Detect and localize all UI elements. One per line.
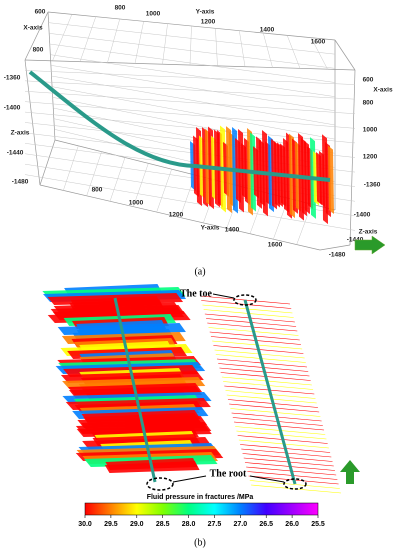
axis-label: -1360: [4, 75, 21, 82]
tick-label: 28.5: [156, 521, 170, 528]
axis-label: 1600: [268, 242, 283, 249]
toe-label: The toe: [180, 288, 213, 299]
grid-line: [52, 86, 336, 140]
grid-line: [24, 80, 356, 100]
axis-labels: 600 800 1000 Y-axis 1200 1400 1600 X-axis 800 -13…: [4, 5, 393, 259]
grid-line: [156, 169, 172, 213]
colorbar-ticks: 30.0 29.5 29.0 28.5 28.0 27.5 27.0 26.5 26.0 25.5: [78, 515, 325, 528]
axis-label: 1400: [260, 27, 275, 34]
fracture: [328, 145, 334, 214]
grid-line: [189, 25, 192, 66]
box-edge: [334, 39, 356, 71]
tick-label: 26.0: [285, 521, 299, 528]
grid-line: [48, 22, 336, 55]
axis-label: 800: [92, 187, 103, 194]
axis-label: 1000: [146, 11, 161, 18]
wellbore-right: [243, 299, 297, 485]
axis-label: 1000: [363, 127, 378, 134]
axis-label: X-axis: [373, 87, 393, 94]
wellbore-left: [113, 297, 157, 483]
arrow: [249, 475, 285, 483]
axis-label: Y-axis: [196, 9, 215, 16]
axis-label: -1360: [364, 182, 381, 189]
axis-label: -1480: [12, 179, 29, 186]
caption-b: (b): [194, 537, 206, 548]
grid-line: [49, 33, 336, 69]
grid-line: [109, 157, 126, 202]
grid-line: [86, 151, 102, 196]
axis-label: 1000: [129, 200, 144, 207]
axis-label: 600: [363, 77, 374, 84]
grid-line: [286, 35, 301, 69]
wellbore: [28, 70, 331, 182]
grid-line: [52, 14, 73, 61]
axis-label: 1200: [201, 19, 216, 26]
axis-label: 800: [363, 100, 374, 107]
root-marker: [283, 478, 307, 490]
arrow: [172, 475, 207, 483]
colorbar-title: Fluid pressure in fractures /MPa: [147, 494, 254, 501]
tick-label: 30.0: [78, 521, 92, 528]
grid-line: [50, 54, 336, 97]
axis-label: 1400: [225, 227, 240, 234]
tick-label: 27.0: [234, 521, 248, 528]
grid-line: [134, 21, 144, 64]
grid-line: [50, 65, 336, 112]
grid-line: [63, 145, 79, 191]
axis-label: Z-axis: [11, 130, 30, 137]
grid-line: [310, 37, 328, 70]
grid-line: [24, 174, 356, 231]
root-marker: [146, 477, 174, 491]
grid-line: [162, 23, 168, 65]
grid-line: [51, 75, 336, 126]
axis-label: Z-axis: [359, 229, 378, 236]
grid-line: [239, 30, 246, 67]
axis-label: X-axis: [23, 25, 43, 32]
tick-label: 25.5: [311, 521, 325, 528]
axis-label: -1480: [329, 252, 346, 259]
box-edge: [24, 11, 49, 61]
axis-label: 1200: [363, 154, 378, 161]
north-arrow: [340, 460, 360, 484]
grid-line: [215, 28, 218, 66]
grid-line: [107, 18, 120, 63]
axis-label: -1400: [4, 105, 21, 112]
toe-marker: [233, 294, 257, 306]
grid-line: [263, 32, 273, 68]
axis-label: 800: [33, 47, 44, 54]
arrow: [212, 293, 235, 299]
grid-line: [49, 43, 336, 83]
axis-label: -1440: [7, 150, 24, 157]
grid-line: [24, 101, 356, 129]
tick-label: 29.5: [104, 521, 118, 528]
axis-label: 1600: [311, 39, 326, 46]
tick-label: 27.5: [208, 521, 222, 528]
box-edge: [319, 244, 351, 251]
root-label: The root: [210, 468, 247, 479]
axis-label: 800: [115, 5, 126, 12]
grid-line: [24, 91, 356, 114]
fracture-trace: [249, 480, 340, 489]
tick-label: 28.0: [182, 521, 196, 528]
grid-line: [79, 16, 97, 62]
grid-line: [24, 70, 356, 85]
tick-label: 26.5: [259, 521, 273, 528]
axis-label: -1400: [354, 212, 371, 219]
direction-arrow: [354, 235, 386, 255]
tick-label: 29.0: [130, 521, 144, 528]
axis-label: Y-axis: [201, 225, 220, 232]
axis-label: 1200: [169, 212, 184, 219]
axis-label: 600: [35, 9, 46, 16]
grid-line: [133, 163, 149, 207]
colorbar: [84, 502, 319, 516]
fractures-b: [42, 284, 342, 494]
caption-a: (a): [194, 266, 205, 277]
